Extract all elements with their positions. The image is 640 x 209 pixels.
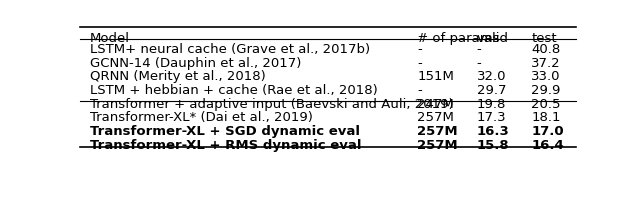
Text: 33.0: 33.0 [531, 70, 561, 83]
Text: # of params: # of params [417, 32, 500, 45]
Text: Transformer-XL* (Dai et al., 2019): Transformer-XL* (Dai et al., 2019) [90, 111, 313, 124]
Text: 247M: 247M [417, 98, 454, 111]
Text: 17.3: 17.3 [477, 111, 506, 124]
Text: 29.9: 29.9 [531, 84, 561, 97]
Text: 29.7: 29.7 [477, 84, 506, 97]
Text: 257M: 257M [417, 111, 454, 124]
Text: Transformer-XL + RMS dynamic eval: Transformer-XL + RMS dynamic eval [90, 139, 362, 152]
Text: Transformer-XL + SGD dynamic eval: Transformer-XL + SGD dynamic eval [90, 125, 360, 138]
Text: 32.0: 32.0 [477, 70, 506, 83]
Text: QRNN (Merity et al., 2018): QRNN (Merity et al., 2018) [90, 70, 266, 83]
Text: Model: Model [90, 32, 130, 45]
Text: Transformer + adaptive input (Baevski and Auli, 2019): Transformer + adaptive input (Baevski an… [90, 98, 454, 111]
Text: GCNN-14 (Dauphin et al., 2017): GCNN-14 (Dauphin et al., 2017) [90, 57, 301, 70]
Text: LSTM + hebbian + cache (Rae et al., 2018): LSTM + hebbian + cache (Rae et al., 2018… [90, 84, 378, 97]
Text: 257M: 257M [417, 139, 458, 152]
Text: -: - [477, 57, 481, 70]
Text: -: - [477, 43, 481, 56]
Text: 16.3: 16.3 [477, 125, 509, 138]
Text: 257M: 257M [417, 125, 458, 138]
Text: 20.5: 20.5 [531, 98, 561, 111]
Text: 16.4: 16.4 [531, 139, 564, 152]
Text: 17.0: 17.0 [531, 125, 564, 138]
Text: valid: valid [477, 32, 509, 45]
Text: 15.8: 15.8 [477, 139, 509, 152]
Text: -: - [417, 43, 422, 56]
Text: 18.1: 18.1 [531, 111, 561, 124]
Text: 37.2: 37.2 [531, 57, 561, 70]
Text: LSTM+ neural cache (Grave et al., 2017b): LSTM+ neural cache (Grave et al., 2017b) [90, 43, 370, 56]
Text: test: test [531, 32, 557, 45]
Text: -: - [417, 84, 422, 97]
Text: 151M: 151M [417, 70, 454, 83]
Text: -: - [417, 57, 422, 70]
Text: 19.8: 19.8 [477, 98, 506, 111]
Text: 40.8: 40.8 [531, 43, 561, 56]
